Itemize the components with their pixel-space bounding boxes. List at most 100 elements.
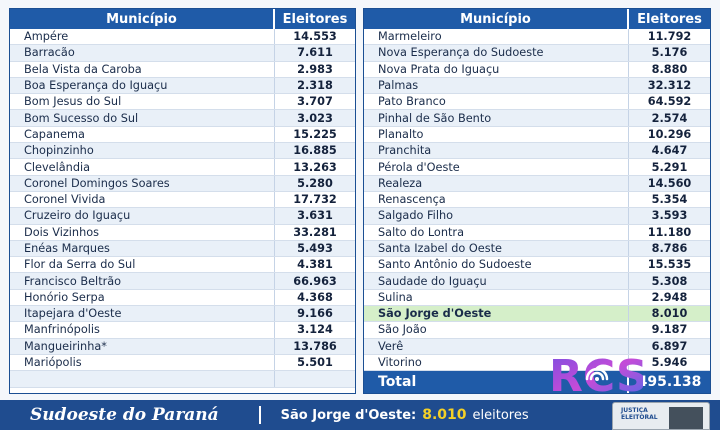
ballot-box-image: JUSTIÇA ELEITORAL	[612, 402, 710, 430]
municipio-cell: Verê	[364, 338, 629, 354]
municipio-cell: Ampére	[10, 29, 275, 45]
municipio-cell: Pranchita	[364, 143, 629, 159]
eleitores-cell: 66.963	[293, 274, 337, 288]
eleitores-cell: 2.318	[297, 79, 333, 93]
table-row: Flor da Serra do Sul 4.381	[10, 257, 355, 274]
table-row: Francisco Beltrão 66.963	[10, 273, 355, 290]
municipio-cell: Santa Izabel do Oeste	[364, 240, 629, 257]
eleitores-cell: 9.187	[651, 323, 688, 337]
municipio-cell: Capanema	[10, 126, 275, 143]
municipio-cell: Planalto	[364, 126, 629, 143]
left-table: Município Eleitores Ampére 14.553 Barracão…	[9, 8, 356, 394]
municipio-cell: Nova Prata do Iguaçu	[364, 61, 629, 77]
eleitores-cell: 13.786	[293, 339, 337, 353]
eleitores-cell: 3.593	[651, 209, 688, 223]
eleitores-cell: 7.611	[297, 46, 333, 60]
eleitores-cell: 4.647	[651, 144, 688, 158]
eleitores-cell: 5.946	[651, 356, 688, 370]
footer-banner: Sudoeste do Paraná São Jorge d'Oeste: 8.…	[0, 400, 720, 430]
municipio-cell: Mangueirinha*	[10, 338, 275, 354]
municipio-cell: Salgado Filho	[364, 208, 629, 224]
municipio-cell: Itapejara d'Oeste	[10, 306, 275, 322]
header-eleitores: Eleitores	[282, 11, 348, 27]
municipio-cell: Marmeleiro	[364, 29, 629, 45]
table-row: Pranchita 4.647	[364, 143, 710, 160]
table-row: Salto do Lontra 11.180	[364, 224, 710, 241]
eleitores-cell: 8.010	[651, 307, 688, 321]
table-row: Bom Jesus do Sul 3.707	[10, 94, 355, 111]
municipio-cell: Dois Vizinhos	[10, 224, 275, 240]
table-row: São João 9.187	[364, 322, 710, 339]
eleitores-cell: 15.535	[647, 258, 692, 272]
municipio-cell: Bom Sucesso do Sul	[10, 110, 275, 126]
municipio-cell: Enéas Marques	[10, 240, 275, 257]
eleitores-cell: 5.280	[297, 176, 333, 190]
eleitores-cell: 2.948	[651, 290, 688, 304]
table-row: Salgado Filho 3.593	[364, 208, 710, 225]
municipio-cell: Salto do Lontra	[364, 224, 629, 240]
municipio-cell: Palmas	[364, 77, 629, 94]
eleitores-cell: 6.897	[651, 339, 688, 353]
municipio-cell: Mariópolis	[10, 354, 275, 371]
table-row: Saudade do Iguaçu 5.308	[364, 273, 710, 290]
eleitores-cell: 5.176	[651, 46, 688, 60]
municipio-cell: Clevelândia	[10, 159, 275, 175]
eleitores-cell: 3.631	[297, 209, 333, 223]
municipio-cell: Barracão	[10, 45, 275, 61]
eleitores-cell: 8.880	[651, 62, 688, 76]
table-header: Município Eleitores	[364, 9, 710, 29]
eleitores-cell: 9.166	[297, 307, 333, 321]
table-row: Mangueirinha* 13.786	[10, 338, 355, 355]
footer-divider	[258, 406, 261, 424]
table-row: Pato Branco 64.592	[364, 94, 710, 111]
table-row: Sulina 2.948	[364, 289, 710, 307]
municipio-cell: Bela Vista da Caroba	[10, 61, 275, 77]
municipio-cell: Manfrinópolis	[10, 322, 275, 338]
table-row: Dois Vizinhos 33.281	[10, 224, 355, 241]
eleitores-cell: 10.296	[647, 127, 692, 141]
municipio-cell: Francisco Beltrão	[10, 273, 275, 289]
eleitores-cell: 5.308	[651, 274, 688, 288]
empty-row	[10, 371, 355, 388]
table-row: Realeza 14.560	[364, 175, 710, 192]
total-row: Total 495.138	[364, 371, 710, 393]
eleitores-cell: 64.592	[647, 95, 692, 109]
municipio-cell: Coronel Domingos Soares	[10, 175, 275, 191]
municipio-cell: Boa Esperança do Iguaçu	[10, 77, 275, 94]
total-value: 495.138	[637, 374, 702, 390]
table-header: Município Eleitores	[10, 9, 355, 29]
municipio-cell: Santo Antônio do Sudoeste	[364, 257, 629, 273]
table-row: Capanema 15.225	[10, 126, 355, 144]
municipio-cell: Pato Branco	[364, 94, 629, 110]
city-unit: eleitores	[472, 407, 529, 423]
table-row: Itapejara d'Oeste 9.166	[10, 306, 355, 323]
table-row: Nova Esperança do Sudoeste 5.176	[364, 45, 710, 62]
table-row: Vitorino 5.946	[364, 354, 710, 372]
eleitores-cell: 16.885	[293, 144, 337, 158]
total-label: Total	[364, 371, 629, 393]
table-row: Chopinzinho 16.885	[10, 143, 355, 160]
municipio-cell: Realeza	[364, 175, 629, 191]
municipio-cell: Renascença	[364, 191, 629, 208]
eleitores-cell: 17.732	[293, 193, 337, 207]
table-row: Enéas Marques 5.493	[10, 240, 355, 258]
table-body: Ampére 14.553 Barracão 7.611 Bela Vista da C…	[10, 29, 355, 388]
table-row: Bom Sucesso do Sul 3.023	[10, 110, 355, 127]
eleitores-cell: 33.281	[293, 225, 337, 239]
municipio-cell: Chopinzinho	[10, 143, 275, 159]
eleitores-cell: 2.983	[297, 62, 333, 76]
eleitores-cell: 3.707	[297, 95, 333, 109]
table-row: Pérola d'Oeste 5.291	[364, 159, 710, 176]
table-row: Renascença 5.354	[364, 191, 710, 209]
eleitores-cell: 14.560	[647, 176, 692, 190]
table-row: Bela Vista da Caroba 2.983	[10, 61, 355, 78]
city-label: São Jorge d'Oeste:	[280, 407, 417, 423]
eleitores-cell: 11.792	[647, 30, 692, 44]
table-row: Ampére 14.553	[10, 29, 355, 46]
municipio-cell: Bom Jesus do Sul	[10, 94, 275, 110]
eleitores-cell: 11.180	[647, 225, 692, 239]
radio-waves-icon	[585, 367, 609, 381]
table-row: Boa Esperança do Iguaçu 2.318	[10, 77, 355, 95]
header-municipio: Município	[10, 9, 275, 29]
eleitores-cell: 8.786	[651, 242, 688, 255]
